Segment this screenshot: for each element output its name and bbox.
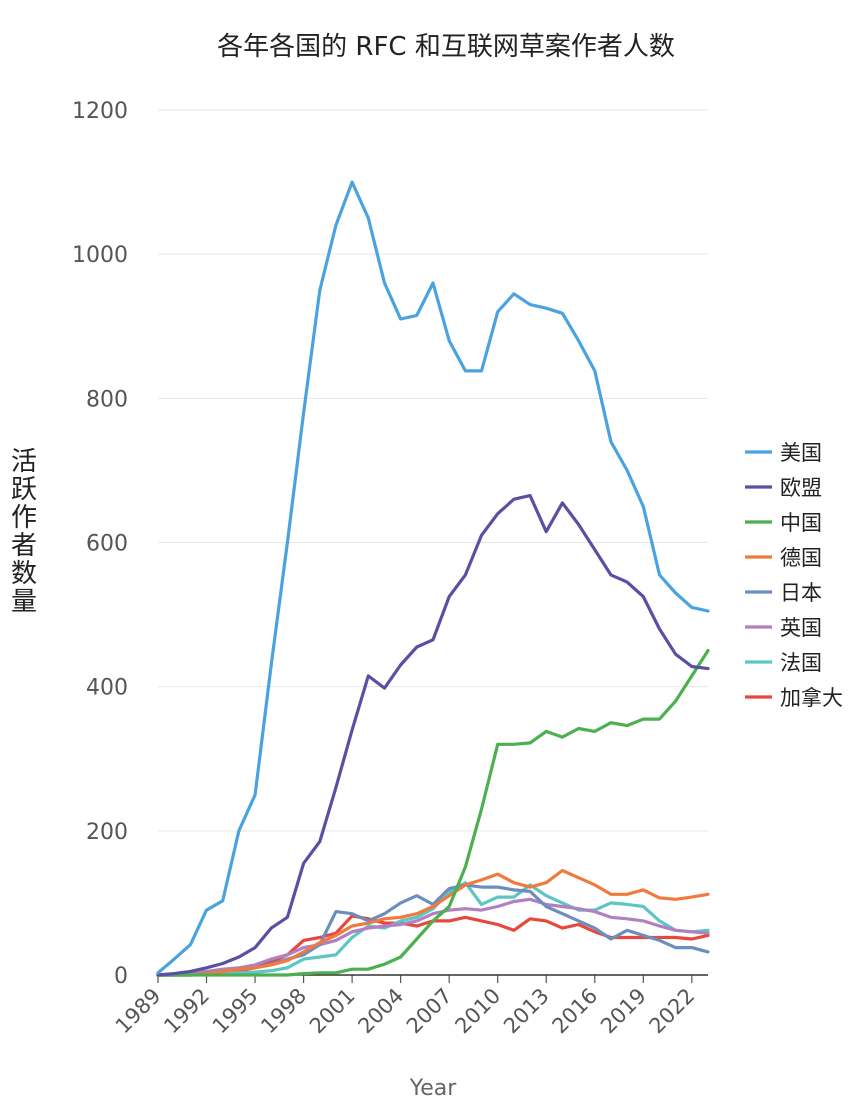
x-tick-label: 2010 — [450, 984, 505, 1039]
legend-label: 英国 — [780, 616, 822, 640]
legend-label: 欧盟 — [780, 476, 822, 500]
y-tick-label: 600 — [86, 532, 128, 557]
series-line-0 — [156, 180, 710, 975]
chart-title: 各年各国的 RFC 和互联网草案作者人数 — [217, 32, 675, 62]
gridlines — [158, 109, 708, 832]
x-tick-label: 1989 — [111, 984, 166, 1039]
y-tick-label: 200 — [86, 820, 128, 845]
x-tick-label: 2019 — [596, 984, 651, 1039]
y-tick-label: 1000 — [72, 243, 128, 268]
y-axis-label-char: 量 — [11, 587, 37, 617]
series-line-2 — [156, 649, 710, 977]
y-tick-label: 800 — [86, 387, 128, 412]
series-line-5 — [156, 897, 710, 977]
y-axis-label-char: 数 — [11, 559, 37, 589]
y-axis-label-char: 作 — [11, 503, 37, 533]
x-tick-label: 1998 — [256, 984, 311, 1039]
y-tick-label: 400 — [86, 676, 128, 701]
x-tick-label: 1992 — [159, 984, 214, 1039]
series-line-3 — [156, 868, 710, 977]
y-axis-label-char: 活 — [11, 447, 37, 477]
legend-label: 法国 — [780, 651, 822, 675]
x-axis-ticks: 1989199219951998200120042007201020132016… — [111, 975, 700, 1039]
x-tick-label: 2001 — [305, 984, 360, 1039]
series-line-1 — [156, 494, 710, 977]
y-axis-label-char: 者 — [11, 531, 37, 561]
legend-label: 加拿大 — [780, 686, 843, 710]
series-line-4 — [156, 883, 710, 977]
x-tick-label: 2013 — [499, 984, 554, 1039]
x-tick-label: 1995 — [208, 984, 263, 1039]
x-tick-label: 2022 — [645, 984, 700, 1039]
legend-label: 美国 — [780, 441, 822, 465]
x-tick-label: 2016 — [548, 984, 603, 1039]
series-line-6 — [156, 881, 710, 977]
legend-label: 日本 — [780, 581, 822, 605]
x-tick-label: 2007 — [402, 984, 457, 1039]
x-axis-label: Year — [409, 1076, 458, 1101]
y-axis-ticks: 0 200 400 600 800 1000 1200 — [72, 99, 128, 989]
series-lines — [156, 180, 710, 977]
legend-label: 中国 — [780, 511, 822, 535]
y-axis-label-char: 跃 — [11, 475, 37, 505]
y-tick-label: 0 — [114, 964, 128, 989]
x-tick-label: 2004 — [353, 984, 408, 1039]
legend-label: 德国 — [780, 546, 822, 570]
y-tick-label: 1200 — [72, 99, 128, 124]
